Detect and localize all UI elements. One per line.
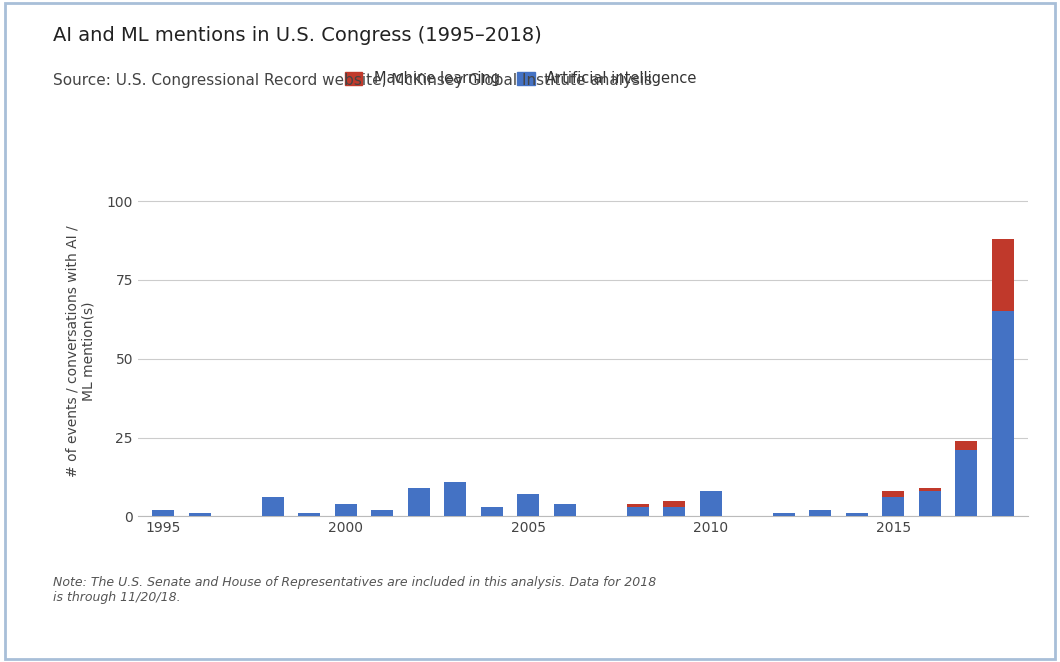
Bar — [517, 495, 540, 516]
Bar — [846, 513, 868, 516]
Bar — [992, 239, 1013, 311]
Text: Note: The U.S. Senate and House of Representatives are included in this analysis: Note: The U.S. Senate and House of Repre… — [53, 576, 656, 604]
Bar — [335, 504, 357, 516]
Bar — [153, 510, 174, 516]
Bar — [809, 510, 831, 516]
Bar — [664, 507, 685, 516]
Text: AI and ML mentions in U.S. Congress (1995–2018): AI and ML mentions in U.S. Congress (199… — [53, 26, 542, 46]
Legend: Machine learning, Artificial intelligence: Machine learning, Artificial intelligenc… — [340, 67, 702, 91]
Bar — [700, 491, 722, 516]
Bar — [626, 504, 649, 507]
Bar — [189, 513, 211, 516]
Bar — [919, 491, 940, 516]
Bar — [371, 510, 393, 516]
Bar — [553, 504, 576, 516]
Bar — [882, 491, 904, 497]
Bar — [919, 488, 940, 491]
Bar — [955, 450, 977, 516]
Bar — [955, 441, 977, 450]
Y-axis label: # of events / conversations with AI /
ML mention(s): # of events / conversations with AI / ML… — [66, 225, 95, 477]
Bar — [773, 513, 795, 516]
Bar — [626, 507, 649, 516]
Bar — [992, 311, 1013, 516]
Bar — [408, 488, 429, 516]
Bar — [664, 500, 685, 507]
Text: Source: U.S. Congressional Record website, McKinsey Global Institute analysis: Source: U.S. Congressional Record websit… — [53, 73, 652, 88]
Bar — [481, 507, 502, 516]
Bar — [262, 497, 284, 516]
Bar — [444, 482, 466, 516]
Bar — [882, 497, 904, 516]
Bar — [298, 513, 320, 516]
